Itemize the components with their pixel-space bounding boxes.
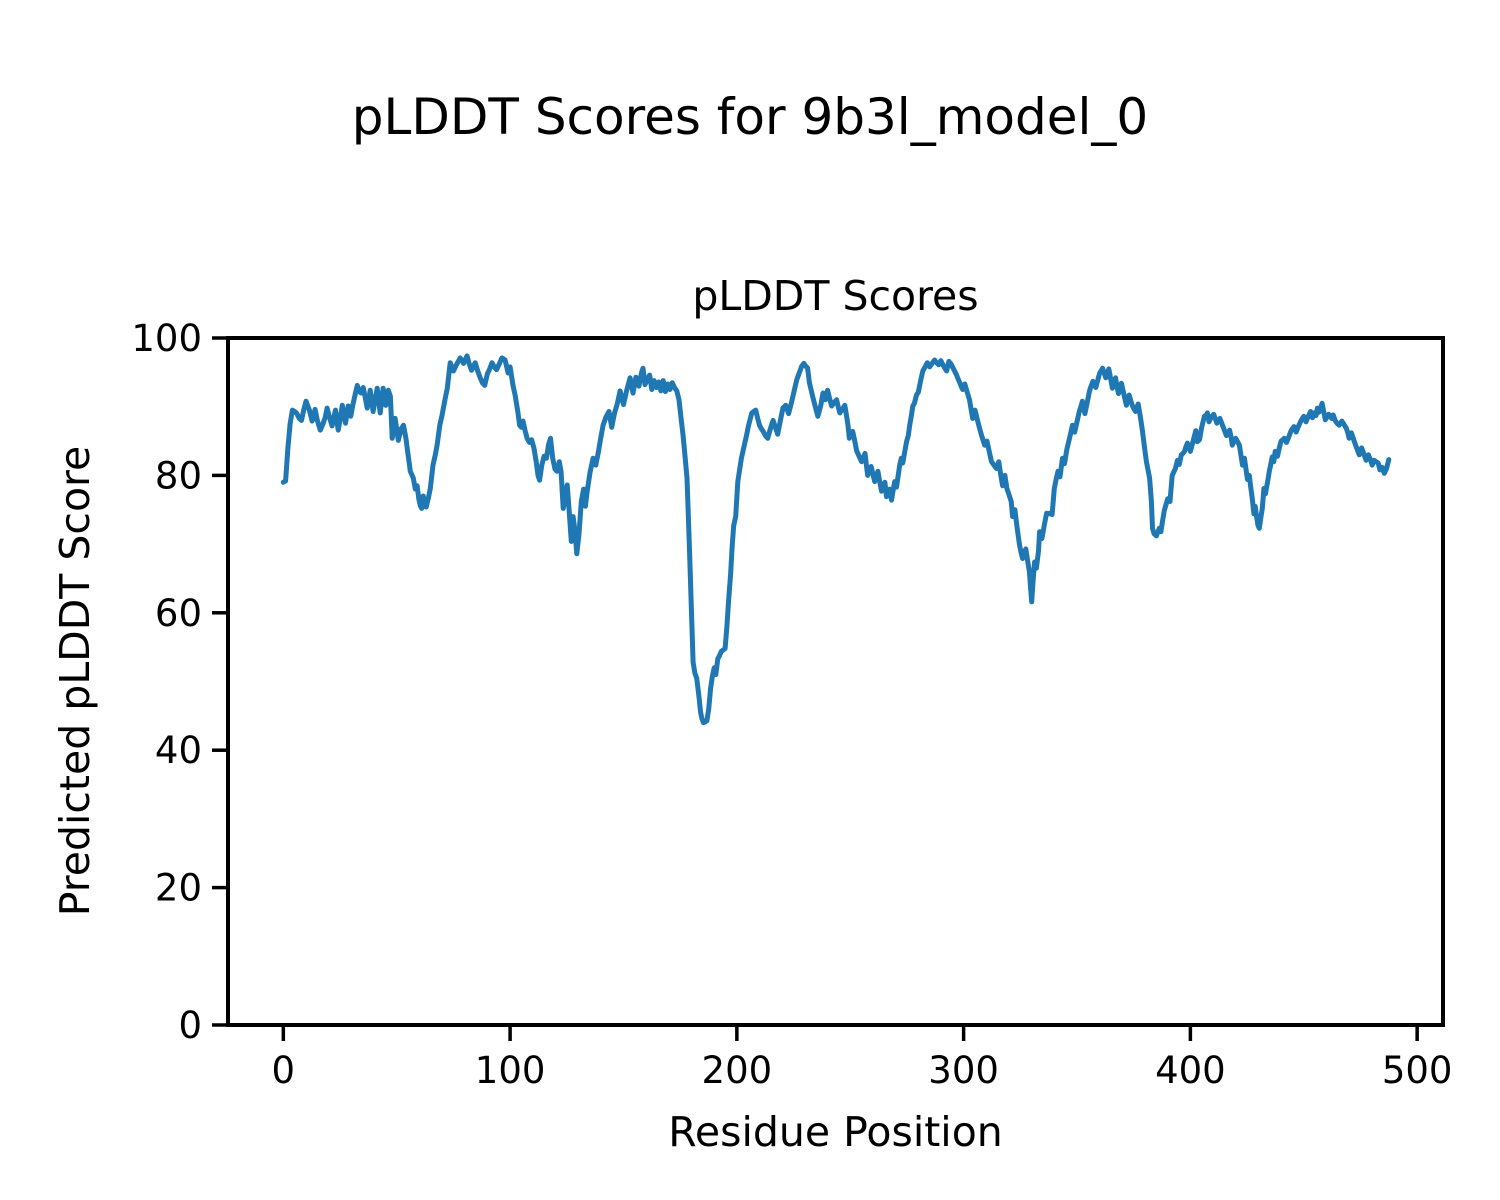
x-tick-label: 300 bbox=[928, 1049, 999, 1092]
y-tick-label: 20 bbox=[155, 867, 202, 910]
x-tick-label: 500 bbox=[1382, 1049, 1453, 1092]
x-tick-label: 200 bbox=[702, 1049, 773, 1092]
plddt-line bbox=[280, 353, 1392, 726]
y-tick-label: 0 bbox=[178, 1004, 202, 1047]
y-tick-label: 100 bbox=[131, 317, 202, 360]
x-axis-label: Residue Position bbox=[668, 1108, 1003, 1156]
figure-suptitle: pLDDT Scores for 9b3l_model_0 bbox=[351, 88, 1149, 146]
axes-title: pLDDT Scores bbox=[692, 272, 979, 320]
y-tick-label: 80 bbox=[155, 454, 202, 497]
plot-frame bbox=[226, 336, 1445, 1027]
y-tick-label: 40 bbox=[155, 729, 202, 772]
x-tick-label: 100 bbox=[475, 1049, 546, 1092]
y-axis-label-text: Predicted pLDDT Score bbox=[51, 445, 100, 917]
y-tick-label: 60 bbox=[155, 592, 202, 635]
x-tick-label: 0 bbox=[272, 1049, 296, 1092]
x-tick-label: 400 bbox=[1155, 1049, 1226, 1092]
